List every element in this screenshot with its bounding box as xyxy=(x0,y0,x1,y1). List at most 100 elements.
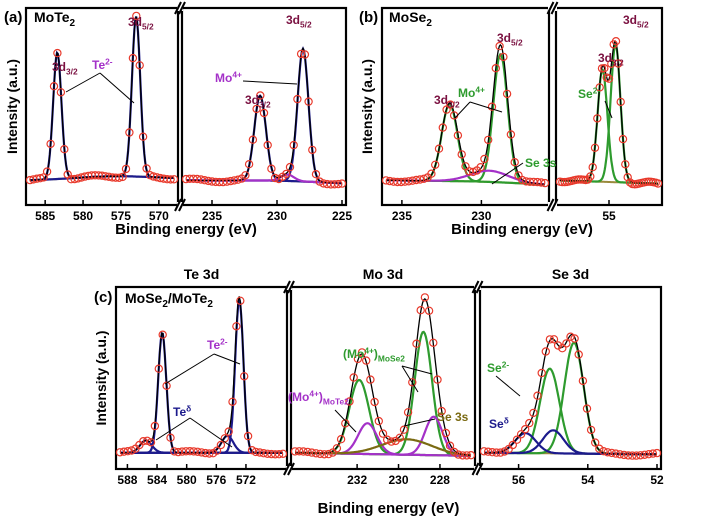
peak-annotation-sup: 2- xyxy=(593,85,601,95)
panel-c-frame-segment xyxy=(289,285,477,471)
axis-break-mark xyxy=(471,462,480,476)
peak-annotation-text: Te xyxy=(173,405,186,419)
panel-title-text: MoTe xyxy=(34,9,70,25)
axis-break-mark xyxy=(550,1,559,15)
x-tick-label: 576 xyxy=(206,473,226,487)
data-point xyxy=(549,335,559,344)
peak-annotation-text: Mo xyxy=(215,71,232,85)
data-point xyxy=(247,446,257,455)
data-point xyxy=(604,74,614,83)
data-point xyxy=(600,63,609,73)
peak-annotation-sub: 5/2 xyxy=(511,38,523,48)
fit-envelope xyxy=(186,46,342,184)
data-point xyxy=(357,348,367,357)
data-point xyxy=(370,397,379,407)
data-point xyxy=(540,178,550,188)
data-point xyxy=(324,449,333,459)
peak-annotation: 3d5/2 xyxy=(497,31,523,48)
data-point xyxy=(49,81,59,91)
data-point xyxy=(480,154,489,164)
panel-title-sub: 2 xyxy=(70,18,76,29)
data-point xyxy=(239,372,249,381)
panel-b-label: (b) xyxy=(359,9,378,26)
peak-annotation-text: (Mo xyxy=(343,347,364,361)
data-point xyxy=(158,330,167,339)
data-point xyxy=(506,130,516,139)
data-point xyxy=(438,123,447,132)
data-point xyxy=(378,429,388,438)
data-point xyxy=(311,449,321,458)
data-point xyxy=(453,131,463,140)
data-point xyxy=(300,50,310,59)
peak-annotation: 3d5/2 xyxy=(623,13,649,30)
component-peak xyxy=(30,16,174,182)
data-point xyxy=(441,428,451,438)
peak-annotation-text: 3d xyxy=(128,15,142,29)
peak-annotation-text: Mo xyxy=(458,86,475,100)
data-point xyxy=(574,350,583,359)
panel-b-frame-segment xyxy=(380,6,551,207)
data-point xyxy=(570,334,579,343)
annotation-leader xyxy=(469,101,503,113)
data-point xyxy=(142,164,151,173)
data-point xyxy=(212,446,222,455)
data-point xyxy=(537,178,546,187)
data-point xyxy=(42,167,52,176)
data-point xyxy=(431,160,440,169)
data-point xyxy=(293,94,302,104)
data-point xyxy=(653,179,663,188)
data-point xyxy=(241,171,250,180)
data-point xyxy=(445,441,455,450)
annotation-leader xyxy=(401,365,419,393)
annotation-leader xyxy=(65,72,101,93)
data-point xyxy=(320,450,329,459)
data-point xyxy=(586,172,595,181)
peak-annotation: Se2- xyxy=(578,85,600,101)
data-point xyxy=(537,368,546,378)
data-point xyxy=(387,437,396,446)
axis-break-mark xyxy=(174,1,182,15)
annotation-leader xyxy=(242,80,298,85)
data-point xyxy=(479,447,489,456)
data-point xyxy=(216,440,226,450)
x-tick-label: 230 xyxy=(267,209,287,223)
data-point xyxy=(349,373,358,382)
axis-break-gap xyxy=(474,466,481,471)
peak-annotation: 3d3/2 xyxy=(598,51,624,68)
data-point xyxy=(454,450,463,459)
data-point xyxy=(512,435,522,444)
data-point xyxy=(259,449,268,458)
data-point xyxy=(415,175,425,184)
data-point xyxy=(189,447,198,456)
data-point xyxy=(545,335,555,344)
data-point xyxy=(614,59,623,68)
annotation-leader xyxy=(99,72,135,104)
segment-title: Mo 3d xyxy=(363,266,403,282)
data-point xyxy=(56,88,66,97)
x-tick-label: 588 xyxy=(117,473,137,487)
data-point xyxy=(412,339,421,348)
panel-title-text: MoSe xyxy=(389,9,427,25)
data-point xyxy=(616,97,625,107)
data-point xyxy=(611,37,621,46)
x-tick-label: 575 xyxy=(111,209,131,223)
panel-c-title: MoSe2/MoTe2 xyxy=(125,290,213,310)
panel-c-label: (c) xyxy=(94,289,112,306)
data-point xyxy=(424,306,434,315)
annotation-leader xyxy=(189,417,233,448)
peak-annotation-text: (Mo xyxy=(288,390,309,404)
peak-annotation: Te2- xyxy=(207,336,228,352)
data-point xyxy=(193,447,202,456)
data-point xyxy=(590,143,600,152)
panel-title-sub: 2 xyxy=(426,18,432,29)
data-point xyxy=(553,341,563,350)
data-point xyxy=(529,408,538,418)
axis-break-mark xyxy=(546,1,555,15)
panel-b-title: MoSe2 xyxy=(389,9,432,29)
data-point xyxy=(332,444,342,453)
peak-annotation-sup: δ xyxy=(504,415,509,425)
data-point xyxy=(588,162,597,172)
annotation-leader xyxy=(164,353,215,385)
